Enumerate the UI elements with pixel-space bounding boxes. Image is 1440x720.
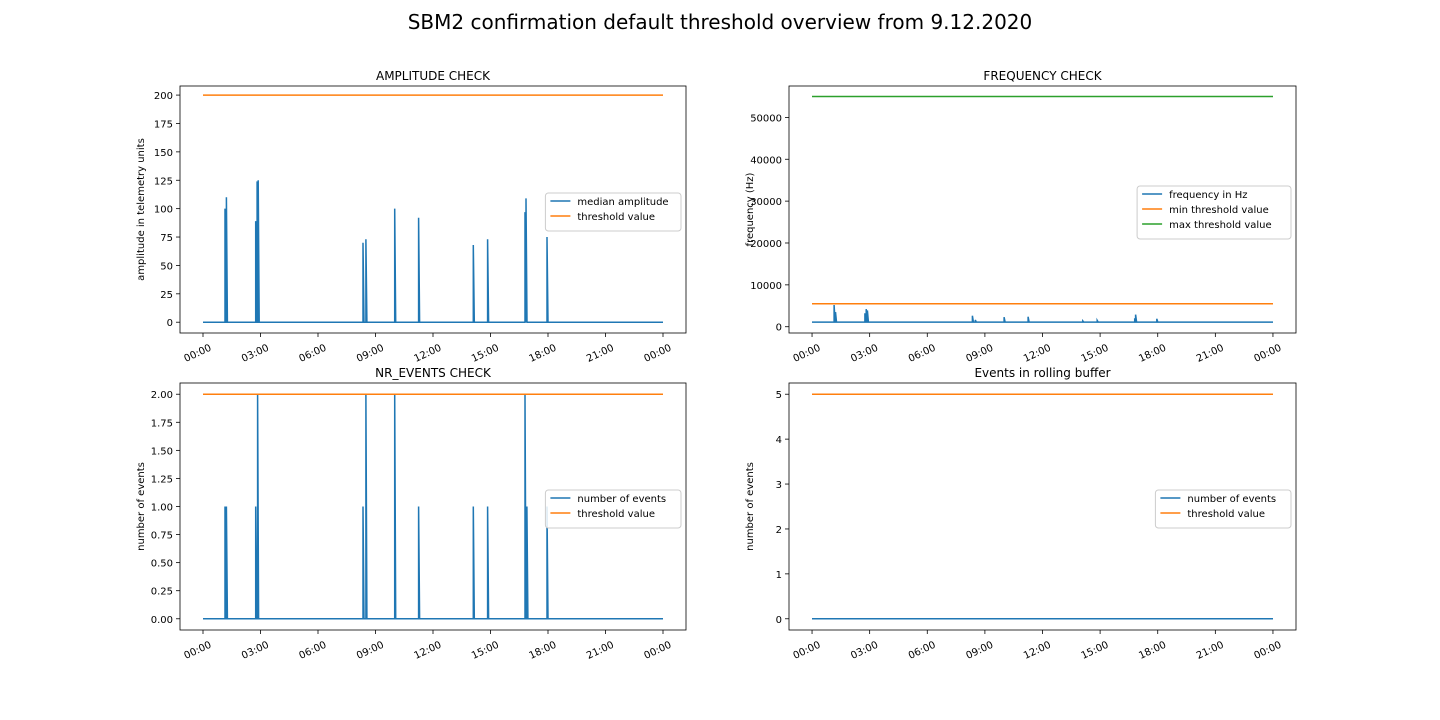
y-tick-label: 3 xyxy=(776,480,782,491)
y-tick-label: 1 xyxy=(776,570,782,581)
y-tick-label: 100 xyxy=(154,205,173,216)
y-tick-label: 200 xyxy=(154,91,173,102)
y-tick-label: 0.00 xyxy=(151,615,173,626)
legend-box xyxy=(544,192,682,232)
legend-label: threshold value xyxy=(577,212,655,223)
y-tick-label: 2 xyxy=(776,525,782,536)
subplot-title: FREQUENCY CHECK xyxy=(983,69,1102,83)
y-axis-label: number of events xyxy=(745,462,756,551)
legend-box xyxy=(544,489,682,529)
figure-title: SBM2 confirmation default threshold over… xyxy=(408,10,1033,34)
legend-label: number of events xyxy=(577,494,666,505)
y-tick-label: 40000 xyxy=(750,155,782,166)
legend: median amplitude threshold value xyxy=(544,192,682,232)
y-tick-label: 0.50 xyxy=(151,559,173,570)
legend: frequency in Hz min threshold value max th… xyxy=(1136,185,1292,240)
subplot-title: Events in rolling buffer xyxy=(974,366,1110,380)
legend-box xyxy=(1154,489,1292,529)
series-line-1 xyxy=(812,304,1273,323)
y-axis-label: number of events xyxy=(136,462,147,551)
y-tick-label: 0.75 xyxy=(151,531,173,542)
y-tick-label: 5 xyxy=(776,390,782,401)
legend-label: median amplitude xyxy=(577,197,668,208)
y-tick-label: 1.00 xyxy=(151,503,173,514)
y-tick-label: 4 xyxy=(776,435,782,446)
y-tick-label: 0 xyxy=(776,615,782,626)
legend-label: max threshold value xyxy=(1169,220,1272,231)
y-tick-label: 125 xyxy=(154,176,173,187)
legend-label: min threshold value xyxy=(1169,205,1269,216)
legend-label: threshold value xyxy=(577,509,655,520)
subplot-title: NR_EVENTS CHECK xyxy=(375,366,492,380)
y-tick-label: 175 xyxy=(154,119,173,130)
y-tick-label: 20000 xyxy=(750,239,782,250)
y-tick-label: 50 xyxy=(160,261,173,272)
y-tick-label: 2.00 xyxy=(151,390,173,401)
series-line-1 xyxy=(203,180,663,323)
y-tick-label: 1.50 xyxy=(151,446,173,457)
y-tick-label: 25 xyxy=(160,290,173,301)
subplot-3: NR_EVENTS CHECK 0.00 0.25 0.50 0.75 1.00 1.25 1… xyxy=(136,366,687,662)
y-tick-label: 50000 xyxy=(750,113,782,124)
y-tick-label: 10000 xyxy=(750,281,782,292)
y-tick-label: 30000 xyxy=(750,197,782,208)
y-tick-label: 75 xyxy=(160,233,173,244)
y-tick-label: 1.25 xyxy=(151,474,173,485)
y-tick-label: 150 xyxy=(154,148,173,159)
legend-box xyxy=(1136,185,1292,240)
legend-label: number of events xyxy=(1187,494,1276,505)
legend-label: frequency in Hz xyxy=(1169,190,1247,201)
subplot-panels: AMPLITUDE CHECK025507510012515017520000:… xyxy=(136,69,1297,662)
subplot-title: AMPLITUDE CHECK xyxy=(376,69,491,83)
legend: number of events threshold value xyxy=(544,489,682,529)
subplot-2: FREQUENCY CHECK 0 10000 20000 30000 40000 5000… xyxy=(745,69,1297,365)
y-tick-label: 0.25 xyxy=(151,587,173,598)
y-tick-label: 1.75 xyxy=(151,418,173,429)
y-tick-label: 0 xyxy=(776,323,782,334)
legend-label: threshold value xyxy=(1187,509,1265,520)
y-axis-label: amplitude in telemetry units xyxy=(136,138,147,281)
y-axis-label: frequency (Hz) xyxy=(745,172,756,246)
legend: number of events threshold value xyxy=(1154,489,1292,529)
y-tick-label: 0 xyxy=(167,318,173,329)
